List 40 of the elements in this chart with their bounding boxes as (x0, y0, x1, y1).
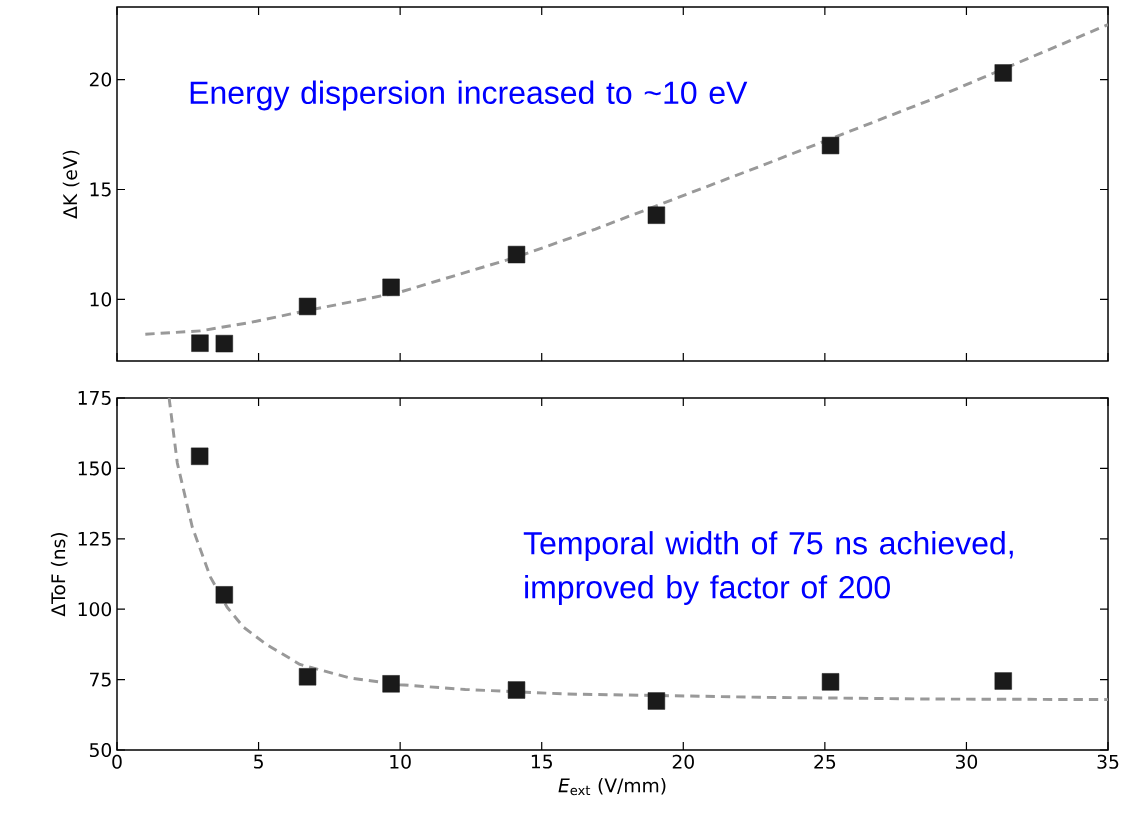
line-series (167, 398, 1109, 702)
annotation: Energy dispersion increased to ~10 eV (190, 80, 748, 111)
y-tick-label: 175 (78, 391, 111, 405)
y-tick-label: 10 (90, 292, 112, 307)
y-tick-label: 150 (78, 461, 112, 476)
y-tick-label: 100 (78, 602, 112, 617)
point (994, 672, 1012, 690)
point (382, 675, 400, 693)
point (298, 297, 317, 316)
point (215, 586, 233, 604)
point (647, 692, 666, 710)
point (647, 206, 666, 224)
x-tick-label: 20 (672, 754, 694, 769)
point (298, 668, 317, 686)
x-axis-title: E$_{ext}$ (V/mm) (558, 777, 666, 796)
y-tick-label: 20 (89, 72, 112, 87)
point (507, 681, 526, 699)
line-series (143, 23, 1109, 336)
y-axis-title: ΔK (eV) (62, 150, 80, 219)
point (821, 136, 840, 155)
x-tick-label: 30 (955, 754, 978, 769)
point (215, 334, 233, 353)
y-tick-label: 50 (89, 742, 112, 758)
x-tick-label: 25 (814, 754, 836, 769)
point (821, 673, 840, 691)
y-tick-label: 125 (78, 531, 111, 546)
y-axis-title: ΔToF (ns) (50, 533, 68, 617)
point (191, 334, 209, 352)
point (382, 278, 400, 297)
y-tick-label: 15 (90, 182, 111, 197)
annotation: Temporal width of 75 ns achieved, improved by factor of 200 (523, 531, 1013, 605)
point (191, 447, 209, 465)
x-tick-label: 0 (112, 754, 122, 769)
x-tick-label: 15 (531, 754, 552, 769)
x-tick-label: 5 (254, 754, 263, 769)
x-tick-label: 35 (1097, 754, 1119, 769)
y-tick-label: 75 (90, 672, 111, 687)
point (507, 245, 526, 264)
x-tick-label: 10 (390, 754, 411, 769)
point (994, 64, 1012, 82)
